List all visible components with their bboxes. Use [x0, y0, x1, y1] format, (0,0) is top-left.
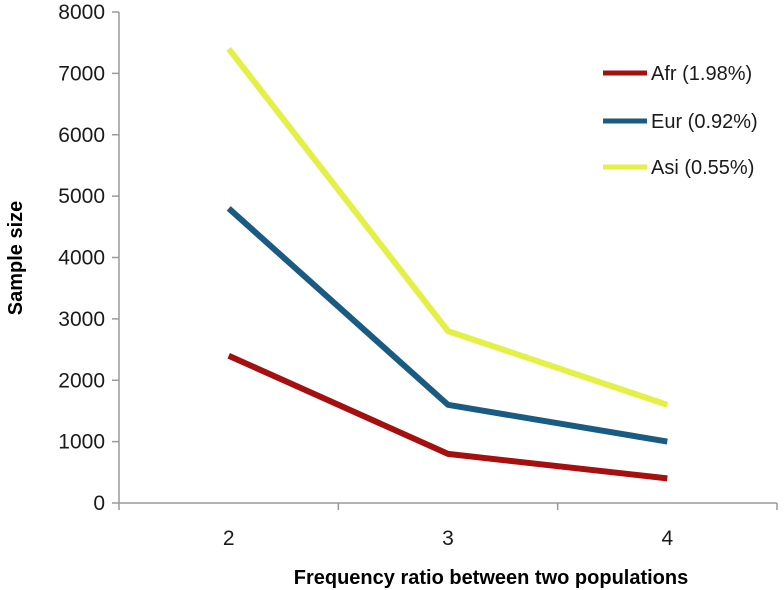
x-tick-label: 2: [223, 527, 235, 550]
y-axis-title: Sample size: [5, 201, 27, 316]
y-tick-label: 7000: [58, 62, 105, 85]
legend-label: Eur (0.92%): [651, 111, 758, 133]
y-tick-label: 3000: [58, 308, 105, 331]
x-axis-title: Frequency ratio between two populations: [294, 567, 688, 589]
series-line-1: [227, 352, 668, 482]
y-tick-label: 8000: [58, 1, 105, 24]
y-tick-label: 6000: [58, 124, 105, 147]
legend-label: Afr (1.98%): [651, 63, 752, 85]
legend-label: Asi (0.55%): [651, 157, 754, 179]
legend: Afr (1.98%) Eur (0.92%) Asi (0.55%): [603, 63, 758, 179]
y-tick-label: 4000: [58, 247, 105, 270]
series-line-2: [226, 206, 668, 445]
series-lines: [226, 46, 669, 482]
x-axis-ticks: 2 3 4: [118, 503, 778, 550]
x-tick-label: 3: [442, 527, 454, 550]
y-tick-label: 5000: [58, 185, 105, 208]
series-line-3: [226, 46, 669, 408]
y-tick-label: 2000: [58, 369, 105, 392]
x-tick-label: 4: [661, 527, 673, 550]
y-tick-label: 0: [93, 492, 105, 515]
y-tick-label: 1000: [58, 431, 105, 454]
y-axis-ticks: 0 1000 2000 3000 4000 5000 6000 7000 8000: [58, 1, 119, 515]
